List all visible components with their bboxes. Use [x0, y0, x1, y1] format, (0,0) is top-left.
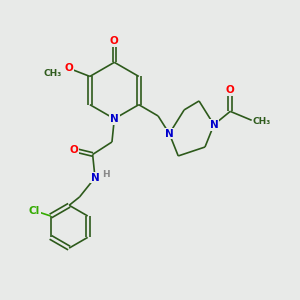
Text: CH₃: CH₃: [43, 69, 61, 78]
Text: O: O: [70, 145, 79, 155]
Text: N: N: [209, 120, 218, 130]
Text: O: O: [226, 85, 235, 95]
Text: O: O: [64, 63, 73, 73]
Text: N: N: [165, 129, 174, 139]
Text: O: O: [110, 36, 119, 46]
Text: CH₃: CH₃: [253, 117, 271, 126]
Text: H: H: [103, 169, 110, 178]
Text: N: N: [91, 172, 99, 183]
Text: N: N: [110, 114, 119, 124]
Text: Cl: Cl: [29, 206, 40, 216]
